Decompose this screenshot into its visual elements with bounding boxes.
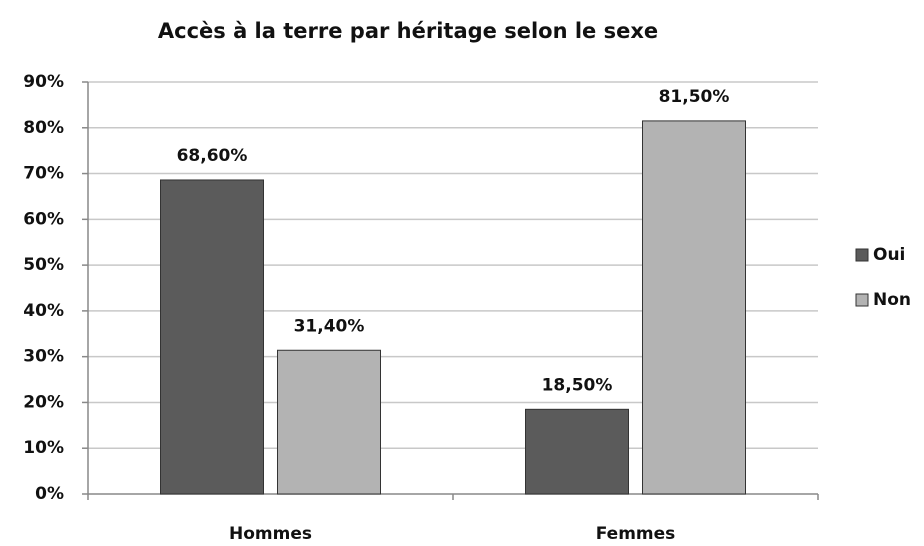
- y-tick-label: 70%: [23, 164, 64, 184]
- data-label: 18,50%: [542, 375, 613, 395]
- chart-title: Accès à la terre par héritage selon le s…: [158, 19, 658, 43]
- bar: [160, 179, 264, 495]
- data-label: 31,40%: [294, 316, 365, 336]
- y-tick-label: 60%: [23, 209, 64, 229]
- bar: [525, 408, 629, 495]
- data-label: 81,50%: [659, 87, 730, 107]
- y-tick-label: 0%: [35, 484, 64, 504]
- legend-label: Oui: [873, 245, 905, 265]
- y-tick-label: 10%: [23, 438, 64, 458]
- bar: [642, 120, 746, 495]
- x-tick-label: Hommes: [229, 524, 312, 544]
- x-tick-label: Femmes: [596, 524, 676, 544]
- y-tick-label: 90%: [23, 72, 64, 92]
- legend-swatch: [855, 248, 869, 262]
- y-tick-label: 50%: [23, 255, 64, 275]
- legend-swatch: [855, 293, 869, 307]
- y-tick-label: 20%: [23, 392, 64, 412]
- legend-label: Non: [873, 290, 911, 310]
- y-tick-label: 80%: [23, 118, 64, 138]
- bar: [277, 349, 381, 495]
- data-label: 68,60%: [177, 146, 248, 166]
- y-tick-label: 40%: [23, 301, 64, 321]
- y-tick-label: 30%: [23, 347, 64, 367]
